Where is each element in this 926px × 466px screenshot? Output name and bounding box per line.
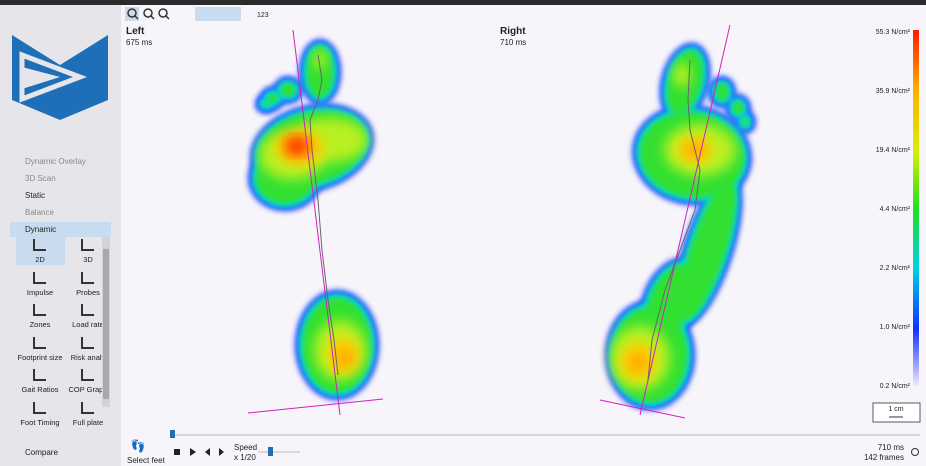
- tool-button[interactable]: Zones: [16, 301, 64, 331]
- stop-button[interactable]: [174, 449, 180, 455]
- tool-label: Probes: [76, 287, 100, 297]
- tool-label: Gait Ratios: [21, 385, 59, 394]
- menu-item[interactable]: Balance: [25, 208, 54, 217]
- tool-button[interactable]: Full plate: [64, 399, 112, 429]
- tool-button[interactable]: Gait Ratios: [16, 366, 64, 396]
- colorbar-label: 4.4 N/cm²: [880, 206, 911, 213]
- colorbar-label: 19.4 N/cm²: [876, 147, 911, 154]
- sidebar: Dynamic Overlay 3D Scan Static Balance D…: [0, 5, 121, 466]
- speed-value: x 1/20: [234, 453, 256, 462]
- speed-slider[interactable]: [268, 447, 273, 456]
- tool-button[interactable]: Foot Timing: [16, 399, 64, 429]
- tool-selected: [16, 237, 65, 265]
- tool-label: 2D: [35, 255, 45, 264]
- tool-label: Load rate: [72, 320, 104, 329]
- tool-button[interactable]: Risk analy: [64, 334, 112, 364]
- toolbar-label[interactable]: 123: [257, 12, 269, 19]
- tool-button[interactable]: Footprint size: [16, 334, 64, 364]
- tool-label: COP Graph: [68, 385, 108, 394]
- tool-label: Impulse: [26, 287, 54, 297]
- colorbar-label: 1.0 N/cm²: [880, 324, 911, 331]
- tool-label: Foot Timing: [20, 417, 60, 427]
- tool-button[interactable]: 3D: [64, 236, 112, 266]
- play-button[interactable]: [190, 448, 196, 456]
- tool-button[interactable]: Impulse: [16, 269, 64, 299]
- menu-item[interactable]: Dynamic Overlay: [25, 157, 86, 166]
- colorbar: [913, 30, 919, 386]
- tool-label: Zones: [29, 320, 51, 329]
- tool-label: 3D: [83, 255, 93, 264]
- colorbar-label: 2.2 N/cm²: [880, 265, 911, 272]
- tool-button[interactable]: 2D: [16, 236, 64, 266]
- prev-button[interactable]: [205, 448, 210, 456]
- tool-button[interactable]: Load rate: [64, 301, 112, 331]
- tool-button[interactable]: Probes: [64, 269, 112, 299]
- toolbar: 123: [125, 7, 269, 21]
- svg-text:👣: 👣: [131, 438, 146, 453]
- colorbar-label: 55.3 N/cm²: [876, 29, 911, 36]
- title-bar: [0, 0, 926, 5]
- tool-label: Footprint size: [17, 352, 63, 362]
- tool-button[interactable]: COP Graph: [64, 366, 112, 396]
- logo: [12, 35, 108, 120]
- next-button[interactable]: [219, 448, 224, 456]
- left-time: 675 ms: [126, 38, 153, 47]
- colorbar-label: 0.2 N/cm²: [880, 383, 911, 390]
- menu-item[interactable]: Dynamic: [10, 222, 111, 237]
- current-time: 710 ms: [877, 443, 904, 452]
- right-time: 710 ms: [500, 38, 527, 47]
- select-feet[interactable]: Select feet: [127, 456, 165, 465]
- tool-label: Full plate: [72, 417, 104, 427]
- timeline-handle[interactable]: [170, 430, 175, 438]
- scale-label: 1 cm: [888, 406, 903, 413]
- tool-label: Risk analy: [70, 352, 106, 362]
- speed-label: Speed: [234, 443, 258, 452]
- frame-count: 142 frames: [863, 453, 904, 462]
- menu-item[interactable]: Static: [25, 191, 46, 200]
- scale-box: [872, 402, 921, 423]
- scrollbar[interactable]: [102, 237, 110, 407]
- right-title: Right: [500, 26, 526, 37]
- compare-button[interactable]: Compare: [25, 448, 58, 457]
- colorbar-label: 35.9 N/cm²: [876, 88, 911, 95]
- menu-item[interactable]: 3D Scan: [25, 174, 56, 183]
- left-title: Left: [126, 26, 145, 37]
